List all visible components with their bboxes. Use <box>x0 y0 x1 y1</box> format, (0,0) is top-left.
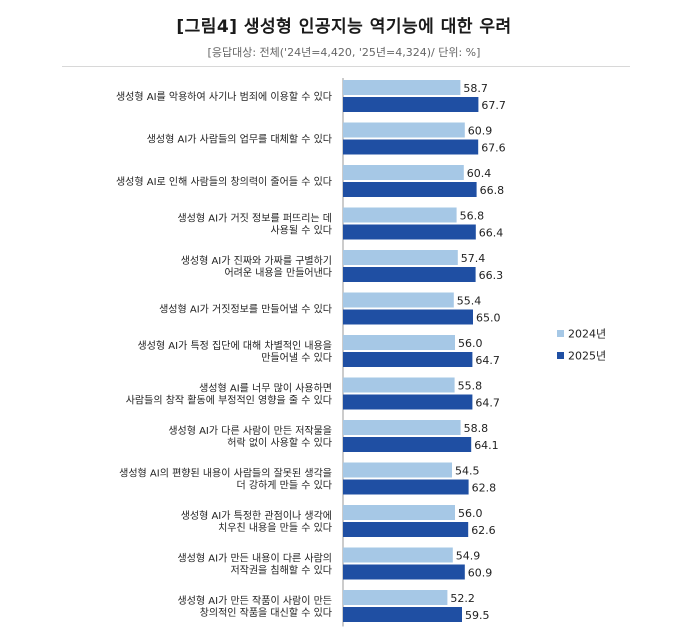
category-label: 생성형 AI가 거짓 정보를 퍼뜨리는 데 <box>178 213 332 225</box>
category-label: 저작권을 침해할 수 있다 <box>230 564 332 577</box>
category-label: 생성형 AI가 특정 집단에 대해 차별적인 내용을 <box>138 339 332 352</box>
data-label-2025: 60.9 <box>468 567 493 580</box>
bar-2024 <box>343 165 464 180</box>
category-label: 허락 없이 사용할 수 있다 <box>227 436 332 449</box>
category-label: 만들어낼 수 있다 <box>261 352 332 364</box>
bar-2024 <box>343 292 454 308</box>
bar-2024 <box>343 207 457 223</box>
data-label-2024: 57.4 <box>461 252 486 265</box>
bar-2024 <box>343 462 452 478</box>
chart-title: [그림4] 생성형 인공지능 역기능에 대한 우려 <box>176 17 512 37</box>
category-label: 사람들의 창작 활동에 부정적인 영향을 줄 수 있다 <box>126 394 332 407</box>
data-label-2024: 52.2 <box>450 592 475 605</box>
data-label-2025: 64.1 <box>474 439 499 452</box>
bar-2025 <box>343 309 473 325</box>
data-label-2025: 62.6 <box>471 524 496 537</box>
category-label: 생성형 AI를 너무 많이 사용하면 <box>199 382 332 395</box>
bar-2025 <box>343 607 462 622</box>
data-label-2025: 67.6 <box>481 142 506 155</box>
data-label-2024: 55.4 <box>457 295 482 308</box>
bar-2025 <box>343 224 476 240</box>
bar-2024 <box>343 420 461 435</box>
data-label-2024: 58.7 <box>463 82 488 95</box>
bar-2025 <box>343 394 473 410</box>
legend-label-2025: 2025년 <box>568 350 606 363</box>
bar-2025 <box>343 182 477 197</box>
bar-2025 <box>343 437 472 452</box>
data-label-2024: 58.8 <box>464 422 489 435</box>
bar-2024 <box>343 335 455 350</box>
bar-2025 <box>343 522 469 537</box>
data-label-2024: 56.0 <box>458 507 483 520</box>
bar-2024 <box>343 547 453 563</box>
bar-2025 <box>343 352 473 367</box>
bar-2025 <box>343 139 479 155</box>
category-label: 창의적인 작품을 대신할 수 있다 <box>200 607 332 619</box>
bar-2025 <box>343 97 479 112</box>
data-label-2025: 66.3 <box>479 269 504 282</box>
data-label-2024: 55.8 <box>458 380 483 393</box>
legend-swatch-2025 <box>557 352 564 359</box>
category-label: 어려운 내용을 만들어낸다 <box>224 267 332 279</box>
category-label: 생성형 AI가 다른 사람이 만든 저작물을 <box>168 424 332 437</box>
data-label-2024: 60.9 <box>468 125 493 138</box>
category-label: 사용될 수 있다 <box>270 225 332 237</box>
bar-2024 <box>343 250 458 265</box>
data-label-2025: 66.8 <box>480 184 505 197</box>
category-label: 생성형 AI로 인해 사람들의 창의력이 줄어들 수 있다 <box>116 175 332 188</box>
data-label-2025: 64.7 <box>475 397 500 410</box>
data-label-2024: 60.4 <box>467 167 492 180</box>
bar-2025 <box>343 267 476 282</box>
bar-2024 <box>343 505 455 520</box>
data-label-2024: 56.0 <box>458 337 483 350</box>
bar-2025 <box>343 564 465 580</box>
category-label: 치우친 내용을 만들 수 있다 <box>218 522 332 534</box>
bar-2024 <box>343 590 448 605</box>
category-label: 생성형 AI의 편향된 내용이 사람들의 잘못된 생각을 <box>119 467 332 480</box>
title-divider <box>62 66 630 67</box>
category-label: 더 강하게 만들 수 있다 <box>236 479 332 492</box>
data-label-2025: 64.7 <box>475 354 500 367</box>
data-label-2025: 59.5 <box>465 609 490 622</box>
category-label: 생성형 AI가 만든 작품이 사람이 만든 <box>178 594 332 607</box>
data-label-2025: 62.8 <box>472 482 497 495</box>
data-label-2024: 56.8 <box>460 210 485 223</box>
data-label-2025: 65.0 <box>476 312 501 325</box>
legend-swatch-2024 <box>557 330 564 337</box>
bar-2025 <box>343 479 469 495</box>
data-label-2025: 66.4 <box>479 227 504 240</box>
data-label-2024: 54.9 <box>456 550 481 563</box>
category-label: 생성형 AI가 특정한 관점이나 생각에 <box>181 510 332 522</box>
category-label: 생성형 AI가 거짓정보를 만들어낼 수 있다 <box>159 304 332 316</box>
data-label-2025: 67.7 <box>481 99 506 112</box>
legend-label-2024: 2024년 <box>568 328 606 341</box>
data-label-2024: 54.5 <box>455 465 480 478</box>
bar-2024 <box>343 80 461 95</box>
bar-2024 <box>343 122 465 138</box>
category-label: 생성형 AI를 악용하여 사기나 범죄에 이용할 수 있다 <box>116 90 332 103</box>
category-label: 생성형 AI가 진짜와 가짜를 구별하기 <box>181 254 332 267</box>
category-label: 생성형 AI가 만든 내용이 다른 사람의 <box>178 552 332 565</box>
category-label: 생성형 AI가 사람들의 업무를 대체할 수 있다 <box>147 133 332 146</box>
bar-2024 <box>343 377 455 393</box>
chart-subtitle: [응답대상: 전체('24년=4,420, '25년=4,324)/ 단위: %… <box>207 46 481 59</box>
